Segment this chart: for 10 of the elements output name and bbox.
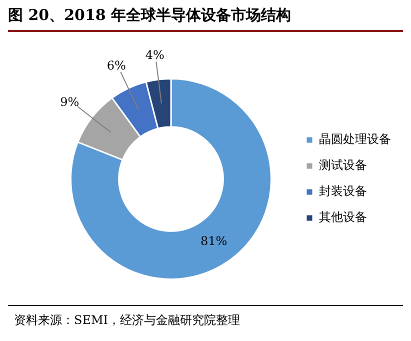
legend-label: 封装设备 xyxy=(319,184,367,198)
legend-label: 晶圆处理设备 xyxy=(319,132,391,146)
legend-label: 测试设备 xyxy=(319,158,367,172)
chart-title: 图 20、2018 年全球半导体设备市场结构 xyxy=(8,6,292,25)
data-label: 9% xyxy=(60,94,80,109)
data-label: 6% xyxy=(106,58,126,73)
data-label: 81% xyxy=(200,234,228,248)
data-label: 4% xyxy=(145,48,164,62)
text: 资料来源：SEMI，经济与金融研究院整理 xyxy=(14,312,240,329)
legend-label: 其他设备 xyxy=(319,210,367,224)
